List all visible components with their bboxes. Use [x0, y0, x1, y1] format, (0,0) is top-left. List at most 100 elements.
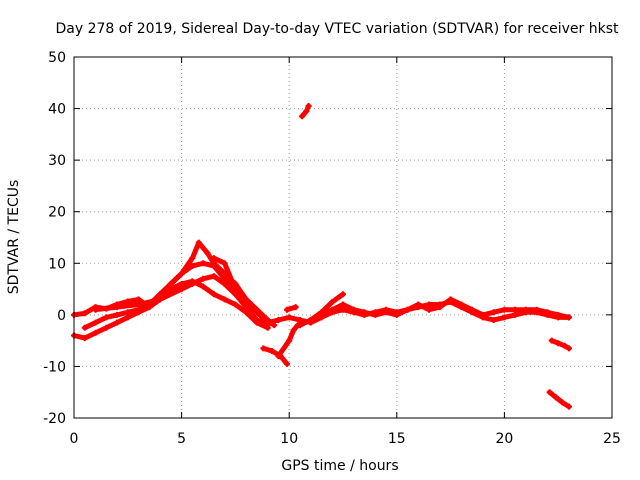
data-point — [157, 296, 164, 303]
data-point — [565, 314, 572, 321]
grid — [74, 57, 612, 418]
data-point — [178, 280, 185, 287]
data-point — [426, 306, 433, 313]
series-line-track-e — [211, 255, 249, 305]
data-point — [135, 301, 142, 308]
data-point — [221, 296, 228, 303]
data-point — [221, 260, 228, 267]
series-line-track-i — [275, 322, 301, 359]
y-tick-label: -10 — [43, 359, 66, 375]
series-track-j — [260, 345, 291, 367]
data-point — [544, 309, 551, 316]
data-point — [292, 304, 299, 311]
data-point — [260, 345, 267, 352]
data-point — [555, 311, 562, 318]
x-tick-label: 20 — [495, 431, 513, 447]
series-track-e — [210, 255, 250, 305]
data-point — [284, 360, 291, 367]
data-point — [340, 301, 346, 308]
data-point — [210, 255, 217, 262]
y-tick-label: 20 — [48, 205, 66, 221]
series-track-m — [548, 337, 572, 352]
data-point — [114, 311, 121, 318]
data-point — [501, 306, 508, 313]
y-tick-label: 40 — [48, 102, 66, 118]
data-point — [157, 291, 164, 298]
series-track-b — [71, 278, 271, 342]
data-point — [290, 327, 297, 334]
data-point — [296, 317, 303, 324]
y-tick-label: 50 — [48, 50, 66, 66]
series-track-k — [284, 304, 299, 313]
series-track-l — [299, 102, 312, 120]
data-point — [383, 309, 390, 316]
y-axis-label: SDTVAR / TECUs — [6, 180, 22, 295]
data-point — [243, 298, 250, 305]
data-point — [546, 389, 553, 396]
x-axis-label: GPS time / hours — [281, 458, 398, 474]
y-tick-labels: -20 -10 0 10 20 30 40 50 — [43, 50, 66, 427]
data-point — [232, 286, 239, 293]
data-point — [307, 317, 314, 324]
data-point — [469, 306, 476, 313]
data-point — [565, 403, 572, 410]
data-point — [221, 275, 228, 282]
data-point — [114, 319, 121, 326]
data-point — [299, 113, 306, 120]
y-tick-label: 0 — [57, 308, 66, 324]
data-point — [103, 324, 110, 331]
data-point — [490, 309, 497, 316]
data-point — [548, 337, 555, 344]
data-point — [404, 306, 411, 313]
data-point — [232, 301, 239, 308]
data-point — [200, 283, 207, 290]
data-point — [221, 280, 228, 287]
data-point — [565, 345, 572, 352]
data-point — [458, 301, 465, 308]
data-point — [559, 399, 566, 406]
data-point — [210, 262, 217, 269]
data-point — [200, 275, 207, 282]
data-point — [415, 301, 422, 308]
y-tick-label: -20 — [43, 411, 66, 427]
data-point — [210, 273, 217, 280]
y-tick-label: 30 — [48, 153, 66, 169]
data-point — [268, 347, 275, 354]
series-line-track-m — [549, 338, 572, 351]
y-tick-label: 10 — [48, 256, 66, 272]
data-point — [92, 319, 99, 326]
series-line-track-n — [547, 389, 572, 410]
data-point — [393, 311, 400, 318]
data-point — [490, 317, 497, 324]
data-point — [200, 260, 207, 267]
data-point — [303, 108, 310, 115]
data-point — [124, 309, 131, 316]
data-point — [92, 306, 99, 313]
data-point — [81, 324, 88, 331]
data-point — [103, 314, 110, 321]
data-point — [436, 304, 443, 311]
data-point — [243, 304, 250, 311]
data-point — [361, 309, 368, 316]
series-track-d — [92, 273, 271, 329]
data-point — [189, 262, 196, 269]
data-point — [264, 319, 271, 326]
axis-ticks — [73, 56, 613, 419]
x-tick-label: 5 — [177, 431, 186, 447]
data-point — [178, 270, 185, 277]
data-point — [124, 314, 131, 321]
data-point — [286, 314, 293, 321]
data-point — [553, 394, 560, 401]
series-line-track-h — [308, 291, 346, 323]
x-tick-label: 10 — [280, 431, 298, 447]
data-point — [167, 280, 174, 287]
data-point — [340, 306, 346, 313]
data-point — [204, 249, 211, 256]
series-line-track-j — [260, 345, 290, 367]
series-track-h — [307, 291, 346, 324]
data-point — [305, 102, 312, 109]
data-point — [275, 317, 282, 324]
data-point — [329, 298, 336, 305]
x-tick-labels: 0 5 10 15 20 25 — [70, 431, 621, 447]
